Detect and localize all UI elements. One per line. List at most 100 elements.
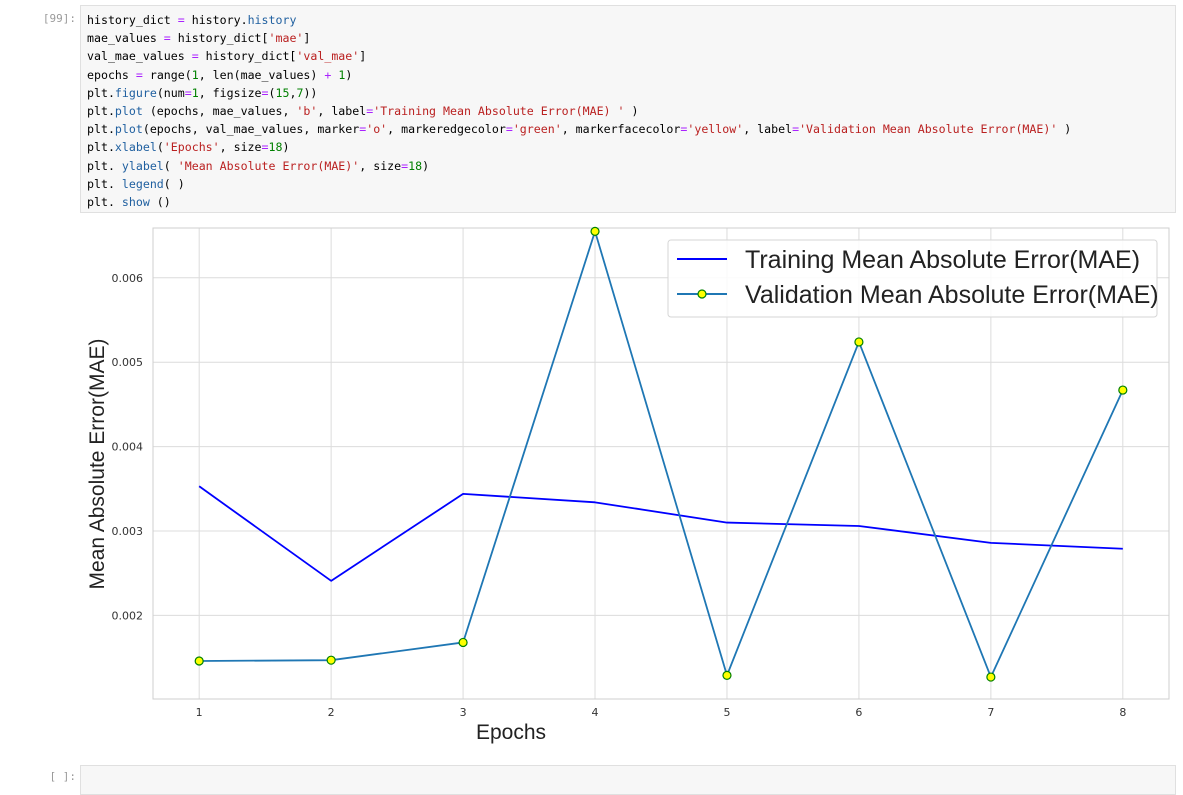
code-token: 'Training Mean Absolute Error(MAE) ' (373, 103, 625, 118)
code-token: () (149, 194, 171, 209)
code-token: 'yellow' (687, 122, 744, 137)
code-token: plt. (87, 194, 122, 209)
code-token: = (401, 158, 409, 173)
code-token: 18 (408, 158, 423, 173)
y-tick-label: 0.004 (112, 441, 144, 454)
series-line (198, 485, 1123, 582)
code-token: ) (422, 158, 430, 173)
data-point-marker (458, 637, 468, 648)
code-token: plt. (87, 103, 115, 118)
code-token: )) (303, 85, 318, 100)
legend-marker (697, 289, 707, 299)
code-token: plt. (87, 140, 115, 155)
code-token: , figsize (198, 85, 262, 100)
code-token: , markeredgecolor (387, 122, 506, 137)
code-token: = (135, 67, 143, 82)
y-tick-label: 0.002 (112, 609, 144, 622)
code-token: = (505, 122, 513, 137)
code-token: 'Epochs' (163, 140, 220, 155)
code-token: 15 (275, 85, 290, 100)
code-token: show (121, 194, 150, 209)
code-token: 7 (296, 85, 304, 100)
x-tick-label: 6 (855, 706, 862, 719)
code-token: legend (121, 176, 164, 191)
data-point-marker (590, 226, 600, 236)
code-token: ) (282, 140, 290, 155)
code-token: plot (114, 103, 143, 118)
code-token: = (191, 49, 199, 64)
code-line: plt. ylabel( 'Mean Absolute Error(MAE)',… (87, 157, 1169, 175)
data-point-marker (854, 337, 864, 347)
x-tick-label: 7 (987, 706, 994, 719)
code-token: ( (268, 85, 276, 100)
code-token: 'b' (296, 103, 318, 118)
code-line: history_dict = history.history (87, 11, 1169, 29)
y-axis-label: Mean Absolute Error(MAE) (86, 339, 109, 590)
x-tick-label: 3 (460, 706, 467, 719)
code-line: plt. legend( ) (87, 175, 1169, 193)
code-token: ( ) (163, 176, 185, 191)
data-point-marker (722, 670, 732, 680)
code-token: 'o' (366, 122, 388, 137)
x-tick-label: 4 (592, 706, 599, 719)
code-line: plt.plot(epochs, val_mae_values, marker=… (87, 120, 1169, 138)
code-token: = (680, 122, 688, 137)
code-token: = (261, 140, 269, 155)
code-token: + (324, 67, 332, 82)
y-tick-label: 0.003 (112, 525, 144, 538)
code-token: 'Mean Absolute Error(MAE)' (177, 158, 360, 173)
series-line (199, 230, 1124, 678)
code-token: = (184, 85, 192, 100)
code-line: plt. show () (87, 193, 1169, 211)
code-token: mae_values (87, 31, 164, 46)
code-cell[interactable]: history_dict = history.history mae_values… (80, 5, 1176, 213)
data-point-marker (326, 655, 336, 665)
code-token: , label (317, 103, 367, 118)
code-token: 'Validation Mean Absolute Error(MAE)' (799, 122, 1058, 137)
code-token: xlabel (114, 140, 157, 155)
code-token: history. (184, 13, 248, 27)
code-token: plot (114, 122, 143, 137)
code-token: 'green' (512, 122, 562, 137)
code-token: , size (359, 158, 402, 173)
code-token: = (163, 31, 171, 46)
code-token: ] (359, 49, 367, 64)
code-token: ( (163, 158, 178, 173)
code-token: plt. (87, 85, 115, 100)
legend-label: Validation Mean Absolute Error(MAE) (745, 281, 1159, 309)
empty-code-cell[interactable] (80, 765, 1176, 795)
code-token: ) (1057, 122, 1072, 137)
code-token: ) (624, 103, 639, 118)
x-tick-label: 5 (723, 706, 730, 719)
code-line: mae_values = history_dict['mae'] (87, 29, 1169, 47)
code-token: figure (114, 85, 157, 100)
code-line: plt.xlabel('Epochs', size=18) (87, 138, 1169, 156)
code-token: epochs (87, 67, 136, 82)
data-point-marker (986, 672, 996, 682)
code-token: = (177, 13, 185, 27)
code-token: = (792, 122, 800, 137)
code-token: 'val_mae' (296, 49, 360, 64)
code-token: (epochs, val_mae_values, marker (142, 122, 360, 137)
code-token: plt. (87, 158, 122, 173)
code-token: (num (156, 85, 185, 100)
code-token: = (359, 122, 367, 137)
code-token: = (366, 103, 374, 118)
y-tick-label: 0.005 (112, 356, 144, 369)
legend-box (667, 239, 1158, 318)
code-line: plt.plot (epochs, mae_values, 'b', label… (87, 102, 1169, 120)
code-token: ) (345, 67, 353, 82)
code-token: plt. (87, 176, 122, 191)
empty-cell-prompt: [ ]: (49, 770, 77, 783)
x-tick-label: 1 (196, 706, 203, 719)
legend-label: Training Mean Absolute Error(MAE) (745, 246, 1140, 274)
code-line: plt.figure(num=1, figsize=(15,7)) (87, 84, 1169, 102)
input-prompt: [99]: (42, 12, 76, 25)
code-token: 1 (338, 67, 346, 82)
data-point-marker (1118, 385, 1128, 395)
code-token: history_dict (87, 13, 178, 27)
x-axis-label: Epochs (476, 721, 546, 744)
code-token: history (247, 13, 297, 27)
code-token: = (261, 85, 269, 100)
